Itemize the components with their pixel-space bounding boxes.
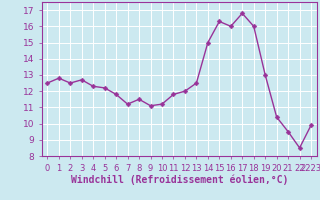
X-axis label: Windchill (Refroidissement éolien,°C): Windchill (Refroidissement éolien,°C) [70, 174, 288, 185]
